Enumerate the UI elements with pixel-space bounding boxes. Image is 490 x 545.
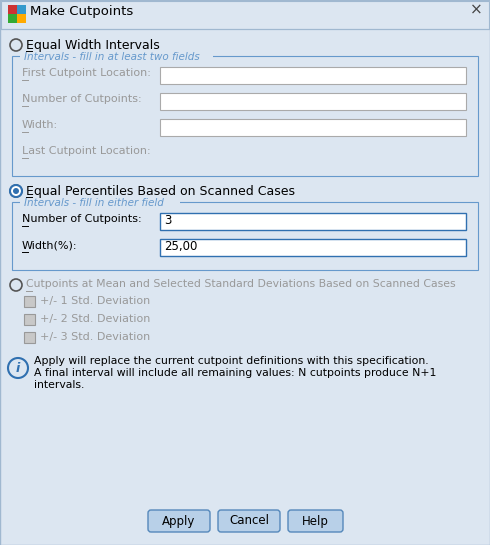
Text: Cancel: Cancel (229, 514, 269, 528)
Text: Width(%):: Width(%): (22, 240, 77, 250)
Bar (160, 67, 466, 84)
Bar (8, 14, 17, 23)
Text: Intervals - fill in at least two fields: Intervals - fill in at least two fields (24, 51, 200, 62)
Text: 3: 3 (164, 214, 171, 227)
Text: 25,00: 25,00 (164, 240, 197, 253)
Bar (17, 14, 26, 23)
Text: Cutpoints at Mean and Selected Standard Deviations Based on Scanned Cases: Cutpoints at Mean and Selected Standard … (26, 279, 456, 289)
Bar (17, 5, 26, 14)
Text: +/- 2 Std. Deviation: +/- 2 Std. Deviation (40, 314, 150, 324)
Bar (20, 197, 180, 207)
Bar (160, 93, 466, 110)
Circle shape (8, 358, 28, 378)
Circle shape (10, 185, 22, 197)
Bar (24, 332, 35, 343)
Text: First Cutpoint Location:: First Cutpoint Location: (22, 68, 151, 78)
FancyBboxPatch shape (218, 510, 280, 532)
Bar (160, 119, 466, 136)
FancyBboxPatch shape (148, 510, 210, 532)
Bar (24, 314, 35, 325)
Text: Width:: Width: (22, 120, 58, 130)
Text: Intervals - fill in either field: Intervals - fill in either field (24, 197, 164, 208)
FancyBboxPatch shape (288, 510, 343, 532)
Circle shape (10, 39, 22, 51)
Bar (1, 1, 489, 29)
Text: Make Cutpoints: Make Cutpoints (30, 5, 133, 18)
Text: i: i (16, 361, 20, 374)
Text: Equal Width Intervals: Equal Width Intervals (26, 39, 160, 52)
Bar (24, 296, 35, 307)
Text: Number of Cutpoints:: Number of Cutpoints: (22, 94, 142, 104)
Text: ×: × (470, 3, 483, 18)
Text: Help: Help (302, 514, 329, 528)
Bar (12, 202, 478, 270)
Bar (160, 213, 466, 230)
Text: +/- 1 Std. Deviation: +/- 1 Std. Deviation (40, 296, 150, 306)
Circle shape (13, 188, 19, 194)
Text: Number of Cutpoints:: Number of Cutpoints: (22, 214, 142, 224)
Circle shape (10, 279, 22, 291)
Text: intervals.: intervals. (34, 380, 84, 390)
Text: Equal Percentiles Based on Scanned Cases: Equal Percentiles Based on Scanned Cases (26, 185, 295, 198)
Bar (20, 51, 213, 61)
Text: Apply will replace the current cutpoint definitions with this specification.: Apply will replace the current cutpoint … (34, 356, 429, 366)
Text: +/- 3 Std. Deviation: +/- 3 Std. Deviation (40, 332, 150, 342)
Text: Last Cutpoint Location:: Last Cutpoint Location: (22, 146, 150, 156)
Bar (8, 5, 17, 14)
Bar (160, 239, 466, 256)
Text: Apply: Apply (162, 514, 196, 528)
Circle shape (10, 185, 22, 197)
Bar (12, 56, 478, 176)
Text: A final interval will include all remaining values: N cutpoints produce N+1: A final interval will include all remain… (34, 368, 437, 378)
